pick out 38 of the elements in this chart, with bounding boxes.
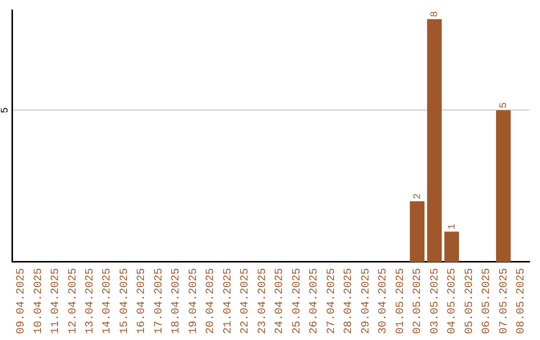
x-tick-label: 25.04.2025 [291,268,304,334]
x-tick-label: 18.04.2025 [170,268,183,334]
data-label: 5 [499,102,510,108]
x-tick-label: 14.04.2025 [102,268,114,334]
x-tick-label: 15.04.2025 [118,268,131,334]
x-tick-label: 16.04.2025 [136,268,148,334]
x-tick-label: 13.04.2025 [84,268,96,334]
data-label: 2 [412,193,424,200]
x-tick-label: 22.04.2025 [240,268,252,334]
x-tick-label: 23.04.2025 [256,268,269,334]
x-tick-label: 07.05.2025 [498,268,510,334]
data-label: 1 [447,224,458,230]
x-tick-label: 04.05.2025 [446,268,459,334]
x-tick-label: 19.04.2025 [188,268,200,334]
x-tick-label: 08.05.2025 [516,268,528,334]
x-tick-label: 03.05.2025 [429,268,442,334]
x-tick-label: 10.04.2025 [32,268,45,334]
x-tick-label: 27.04.2025 [326,268,338,334]
x-tick-label: 01.05.2025 [394,268,407,334]
x-tick-label: 06.05.2025 [481,268,494,334]
x-tick-label: 28.04.2025 [343,268,356,334]
bar [410,201,425,262]
x-tick-label: 09.04.2025 [16,268,28,334]
x-tick-label: 26.04.2025 [308,268,321,334]
x-tick-label: 24.04.2025 [274,268,286,334]
x-tick-label: 05.05.2025 [464,268,476,334]
x-tick-label: 30.04.2025 [378,268,390,334]
x-tick-label: 11.04.2025 [50,268,62,334]
x-tick-label: 17.04.2025 [153,268,166,334]
x-tick-label: 21.04.2025 [222,268,234,334]
x-tick-label: 12.04.2025 [67,268,80,334]
x-tick-label: 29.04.2025 [360,268,372,334]
bar [427,19,442,262]
bar [444,232,459,262]
x-tick-label: 02.05.2025 [412,268,424,334]
x-tick-label: 20.04.2025 [205,268,218,334]
bar [496,110,511,262]
data-label: 8 [430,11,442,18]
